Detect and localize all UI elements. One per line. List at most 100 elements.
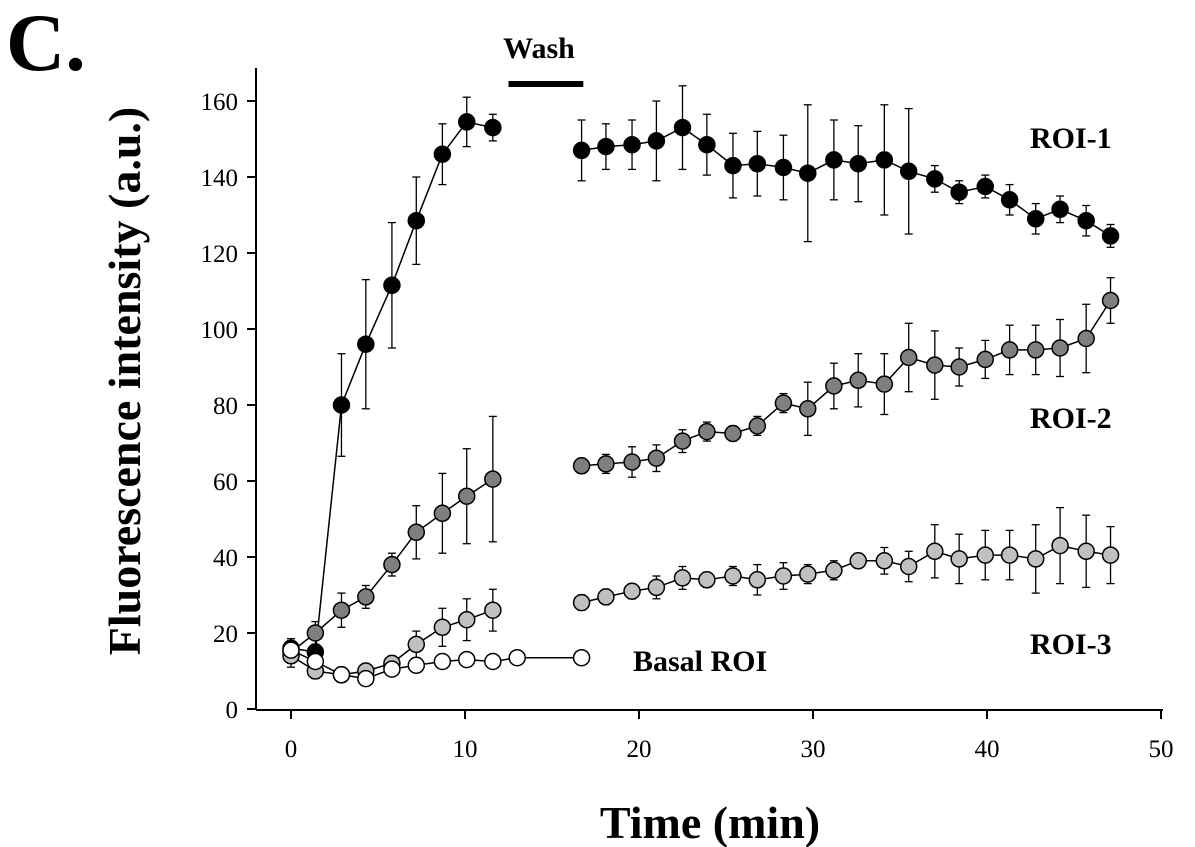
data-point — [433, 145, 452, 163]
data-point — [1026, 341, 1045, 359]
data-point — [407, 211, 426, 230]
data-point — [1101, 227, 1120, 245]
data-point — [875, 552, 894, 570]
series-label-basal-roi: Basal ROI — [633, 645, 767, 678]
data-point — [673, 569, 692, 587]
panel-label: C. — [6, 0, 86, 88]
data-point — [724, 156, 742, 175]
data-point — [597, 588, 615, 606]
data-point — [457, 487, 476, 505]
data-point — [332, 666, 351, 684]
y-tick-label: 20 — [213, 621, 238, 648]
data-point — [357, 669, 375, 688]
data-point — [950, 358, 968, 376]
data-point — [926, 542, 944, 561]
y-tick-label: 80 — [213, 393, 238, 420]
data-point — [306, 624, 325, 642]
series-label-roi-2: ROI-2 — [1030, 402, 1112, 435]
y-tick-label: 60 — [213, 469, 238, 496]
data-point — [698, 571, 716, 589]
y-tick-label: 140 — [201, 165, 239, 192]
data-point — [899, 162, 918, 181]
data-point — [623, 582, 641, 600]
data-point — [976, 177, 995, 196]
data-point — [332, 601, 351, 619]
data-point — [926, 170, 944, 188]
data-point — [799, 164, 817, 182]
series-roi-1 — [282, 85, 1120, 661]
y-tick-label: 100 — [201, 317, 239, 344]
x-tick-label: 50 — [1149, 736, 1174, 763]
data-point — [1000, 341, 1019, 359]
data-point — [407, 635, 426, 654]
plot-area — [282, 85, 1120, 688]
data-point — [825, 151, 843, 169]
data-point — [673, 432, 692, 450]
data-point — [647, 132, 666, 150]
y-tick-label: 40 — [213, 545, 238, 572]
data-point — [849, 371, 867, 390]
data-point — [332, 396, 351, 414]
data-point — [572, 457, 591, 475]
data-point — [383, 555, 401, 574]
data-point — [457, 650, 476, 669]
data-point — [724, 567, 742, 585]
data-point — [976, 546, 995, 564]
y-axis-title: Fluorescence intensity (a.u.) — [99, 107, 150, 656]
data-point — [306, 652, 325, 671]
y-tick-label: 120 — [201, 241, 239, 268]
data-point — [572, 593, 591, 612]
data-point — [799, 565, 817, 583]
data-point — [849, 154, 867, 173]
data-point — [484, 118, 502, 137]
data-point — [1026, 550, 1045, 568]
x-tick-label: 0 — [285, 736, 298, 763]
data-point — [647, 449, 666, 467]
data-point — [899, 348, 918, 367]
x-tick-label: 10 — [453, 736, 478, 763]
data-point — [647, 578, 666, 597]
series-label-roi-3: ROI-3 — [1030, 628, 1112, 661]
data-point — [433, 618, 452, 637]
data-point — [875, 375, 894, 393]
data-point — [1077, 329, 1095, 348]
data-point — [1026, 210, 1045, 228]
data-point — [484, 601, 502, 619]
data-point — [383, 276, 401, 295]
data-point — [623, 453, 641, 471]
x-tick-label: 20 — [627, 736, 652, 763]
data-point — [484, 470, 502, 488]
x-tick-label: 40 — [975, 736, 1000, 763]
data-point — [357, 588, 375, 606]
x-tick-label: 30 — [801, 736, 826, 763]
data-point — [383, 660, 401, 678]
data-point — [849, 552, 867, 570]
data-point — [282, 641, 300, 659]
axes: 0 20 40 60 80 100 120 140 160 0 10 20 30 40 50 — [201, 68, 1174, 763]
data-point — [774, 394, 793, 412]
data-point — [899, 557, 918, 576]
y-tick-label: 160 — [201, 89, 239, 116]
data-point — [1000, 546, 1019, 564]
series-roi-2 — [282, 277, 1120, 665]
x-axis-title: Time (min) — [600, 797, 820, 847]
data-point — [976, 350, 995, 369]
series-basal-roi — [282, 641, 591, 688]
data-point — [1051, 339, 1069, 357]
data-point — [597, 455, 615, 473]
data-point — [484, 652, 502, 671]
series-label-roi-1: ROI-1 — [1030, 122, 1112, 155]
data-point — [597, 137, 615, 156]
data-point — [433, 504, 452, 523]
data-point — [1077, 542, 1095, 561]
data-point — [1051, 536, 1069, 555]
data-point — [799, 400, 817, 418]
data-point — [572, 648, 591, 667]
data-point — [774, 158, 793, 177]
data-point — [673, 118, 692, 137]
data-point — [748, 154, 767, 173]
y-tick-label: 0 — [226, 697, 239, 724]
series-line — [581, 300, 1112, 467]
data-point — [698, 135, 716, 154]
